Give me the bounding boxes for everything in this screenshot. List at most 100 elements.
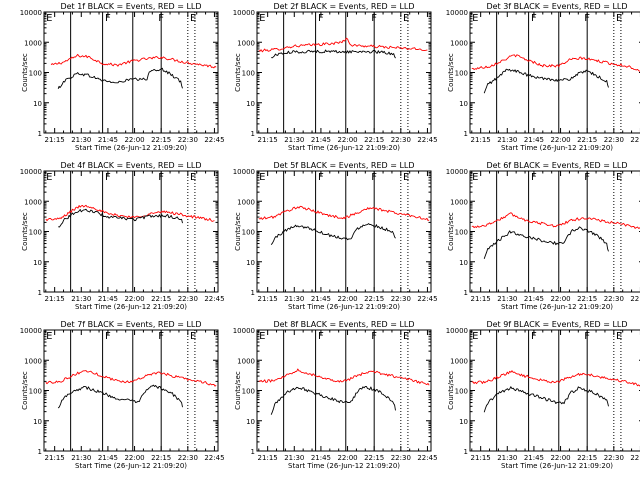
- x-axis-label: Start Time (26-Jun-12 21:09:20): [75, 144, 187, 152]
- y-tick-label: 100: [29, 388, 42, 396]
- lld-series-line: [471, 370, 640, 387]
- marker-label: F: [318, 331, 324, 342]
- y-tick-label: 10: [33, 100, 42, 108]
- x-tick-label: 21:15: [471, 295, 491, 303]
- x-tick-label: 22:45: [204, 136, 224, 144]
- x-tick-label: 22:00: [550, 295, 570, 303]
- lld-series-line: [45, 204, 215, 222]
- y-tick-label: 1: [251, 130, 255, 138]
- marker-label: F: [158, 172, 164, 183]
- x-axis-label: Start Time (26-Jun-12 21:09:20): [75, 462, 187, 470]
- events-series-line: [483, 386, 609, 413]
- chart-title: Det 1f BLACK = Events, RED = LLD: [60, 2, 201, 11]
- x-tick-label: 22:30: [178, 454, 198, 462]
- x-tick-label: 22:15: [577, 454, 597, 462]
- marker-label: E: [403, 13, 409, 24]
- x-tick-label: 22:30: [391, 454, 411, 462]
- marker-label: E: [46, 331, 52, 342]
- x-axis-label: Start Time (26-Jun-12 21:09:20): [501, 144, 613, 152]
- marker-label: F: [318, 172, 324, 183]
- chart-title: Det 5f BLACK = Events, RED = LLD: [273, 161, 414, 170]
- x-tick-label: 22:00: [124, 454, 144, 462]
- y-tick-label: 10000: [20, 327, 42, 335]
- marker-label: F: [158, 13, 164, 24]
- y-tick-label: 1: [38, 448, 42, 456]
- x-tick-label: 21:45: [311, 295, 331, 303]
- y-tick-label: 10: [459, 100, 468, 108]
- marker-label: E: [472, 13, 478, 24]
- marker-label: E: [472, 331, 478, 342]
- events-series-line: [483, 226, 609, 259]
- y-tick-label: 100: [242, 388, 255, 396]
- plot-frame: [43, 11, 219, 134]
- x-tick-label: 21:30: [497, 136, 517, 144]
- marker-label: F: [584, 331, 590, 342]
- x-tick-label: 22:45: [204, 295, 224, 303]
- x-tick-label: 21:15: [258, 295, 278, 303]
- y-axis-label: Counts/sec: [447, 371, 455, 410]
- lld-series-line: [258, 205, 430, 221]
- x-tick-label: 22:45: [417, 136, 437, 144]
- lld-series-line: [258, 368, 430, 386]
- x-tick-label: 21:45: [98, 136, 118, 144]
- marker-label: E: [616, 172, 622, 183]
- x-tick-label: 22:00: [337, 295, 357, 303]
- x-tick-label: 21:45: [98, 454, 118, 462]
- events-series-line: [57, 67, 183, 89]
- marker-label: E: [616, 13, 622, 24]
- x-axis-label: Start Time (26-Jun-12 21:09:20): [501, 462, 613, 470]
- y-tick-label: 10000: [446, 9, 468, 17]
- y-tick-label: 1: [38, 289, 42, 297]
- y-axis-label: Counts/sec: [21, 53, 29, 92]
- y-tick-label: 10000: [20, 168, 42, 176]
- x-tick-label: 22:15: [577, 136, 597, 144]
- chart-title: Det 8f BLACK = Events, RED = LLD: [273, 320, 414, 329]
- events-series-line: [270, 385, 396, 415]
- x-tick-label: 21:45: [311, 454, 331, 462]
- x-tick-label: 22:15: [577, 295, 597, 303]
- y-tick-label: 10000: [20, 9, 42, 17]
- x-tick-label: 21:45: [311, 136, 331, 144]
- x-axis-label: Start Time (26-Jun-12 21:09:20): [75, 303, 187, 311]
- y-tick-label: 10000: [233, 168, 255, 176]
- chart-title: Det 3f BLACK = Events, RED = LLD: [486, 2, 627, 11]
- x-tick-label: 22:00: [124, 136, 144, 144]
- plot-frame: [469, 170, 640, 293]
- x-tick-label: 21:15: [45, 295, 65, 303]
- x-tick-label: 21:45: [98, 295, 118, 303]
- x-tick-label: 22:45: [630, 295, 640, 303]
- marker-label: E: [259, 13, 265, 24]
- x-tick-label: 22:45: [630, 136, 640, 144]
- x-axis-label: Start Time (26-Jun-12 21:09:20): [501, 303, 613, 311]
- x-tick-label: 21:15: [258, 136, 278, 144]
- chart-title: Det 4f BLACK = Events, RED = LLD: [60, 161, 201, 170]
- events-series-line: [271, 49, 396, 59]
- plot-frame: [256, 11, 432, 134]
- x-tick-label: 22:30: [391, 295, 411, 303]
- events-series-line: [57, 384, 183, 409]
- y-tick-label: 10: [459, 418, 468, 426]
- marker-label: F: [105, 13, 111, 24]
- y-axis-label: Counts/sec: [21, 371, 29, 410]
- y-tick-label: 1: [464, 130, 468, 138]
- marker-label: F: [531, 13, 537, 24]
- x-tick-label: 22:15: [364, 454, 384, 462]
- plot-frame: [469, 329, 640, 452]
- x-tick-label: 22:15: [364, 136, 384, 144]
- y-tick-label: 1000: [24, 198, 42, 206]
- y-tick-label: 100: [242, 70, 255, 78]
- x-tick-label: 21:45: [524, 136, 544, 144]
- y-tick-label: 1000: [450, 357, 468, 365]
- marker-label: F: [105, 331, 111, 342]
- x-tick-label: 22:30: [604, 295, 624, 303]
- x-tick-label: 21:30: [71, 136, 91, 144]
- y-tick-label: 100: [29, 229, 42, 237]
- chart-title: Det 2f BLACK = Events, RED = LLD: [273, 2, 414, 11]
- x-tick-label: 22:00: [550, 454, 570, 462]
- marker-label: E: [403, 172, 409, 183]
- marker-label: E: [616, 331, 622, 342]
- y-tick-label: 10: [246, 418, 255, 426]
- x-tick-label: 21:15: [45, 454, 65, 462]
- marker-label: F: [531, 331, 537, 342]
